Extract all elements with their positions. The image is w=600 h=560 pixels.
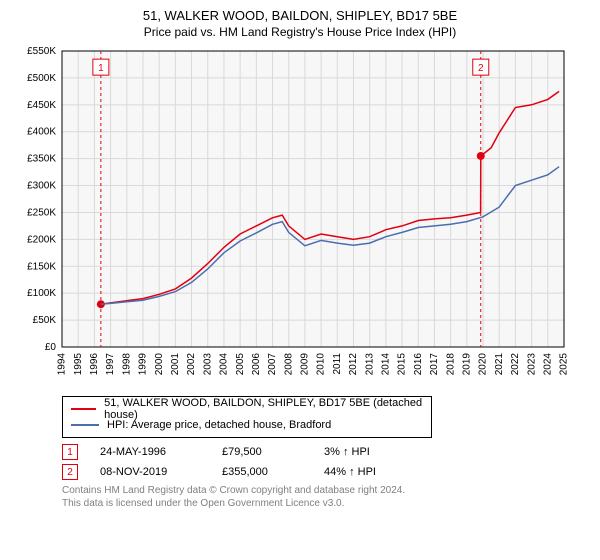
sale-row: 1 24-MAY-1996 £79,500 3% ↑ HPI (62, 444, 590, 460)
sales-table: 1 24-MAY-1996 £79,500 3% ↑ HPI 2 08-NOV-… (62, 444, 590, 480)
svg-text:2023: 2023 (526, 353, 537, 376)
svg-text:1996: 1996 (89, 353, 100, 376)
svg-text:2004: 2004 (219, 353, 230, 376)
svg-text:2013: 2013 (364, 353, 375, 376)
svg-text:2000: 2000 (154, 353, 165, 376)
svg-text:2024: 2024 (542, 353, 553, 376)
svg-text:£0: £0 (45, 342, 57, 353)
sale-badge: 2 (62, 464, 78, 480)
svg-text:£500K: £500K (27, 73, 56, 84)
svg-text:2: 2 (478, 63, 484, 74)
line-chart: £0 £50K £100K £150K £200K £250K £300K £350K £400… (10, 45, 570, 390)
footnote-line: This data is licensed under the Open Gov… (62, 497, 590, 510)
svg-text:2016: 2016 (413, 353, 424, 376)
svg-text:2005: 2005 (235, 353, 246, 376)
svg-text:1999: 1999 (138, 353, 149, 376)
svg-text:2001: 2001 (170, 353, 181, 376)
svg-text:2022: 2022 (510, 353, 521, 376)
sale-delta: 44% ↑ HPI (324, 466, 376, 478)
sale-row: 2 08-NOV-2019 £355,000 44% ↑ HPI (62, 464, 590, 480)
svg-text:2011: 2011 (332, 353, 343, 375)
svg-text:£50K: £50K (33, 315, 57, 326)
chart-subtitle: Price paid vs. HM Land Registry's House … (10, 25, 590, 39)
footnote-line: Contains HM Land Registry data © Crown c… (62, 484, 590, 497)
svg-text:2020: 2020 (478, 353, 489, 376)
sale-badge: 1 (62, 444, 78, 460)
svg-text:1997: 1997 (105, 353, 116, 376)
svg-text:£400K: £400K (27, 127, 56, 138)
svg-text:2002: 2002 (186, 353, 197, 376)
svg-text:1: 1 (98, 63, 104, 74)
svg-text:2018: 2018 (445, 353, 456, 376)
svg-text:2007: 2007 (267, 353, 278, 376)
legend-label: HPI: Average price, detached house, Brad… (107, 419, 331, 431)
legend-swatch (71, 424, 99, 426)
svg-text:2008: 2008 (283, 353, 294, 376)
sale-date: 24-MAY-1996 (100, 446, 200, 458)
svg-text:2014: 2014 (381, 353, 392, 376)
legend: 51, WALKER WOOD, BAILDON, SHIPLEY, BD17 … (62, 396, 432, 438)
sale-price: £79,500 (222, 446, 302, 458)
svg-text:2019: 2019 (461, 353, 472, 376)
svg-text:2012: 2012 (348, 353, 359, 376)
chart-title: 51, WALKER WOOD, BAILDON, SHIPLEY, BD17 … (10, 8, 590, 23)
svg-text:£100K: £100K (27, 288, 56, 299)
svg-text:2003: 2003 (202, 353, 213, 376)
legend-label: 51, WALKER WOOD, BAILDON, SHIPLEY, BD17 … (104, 397, 423, 421)
svg-text:1994: 1994 (57, 353, 68, 376)
sale-date: 08-NOV-2019 (100, 466, 200, 478)
svg-text:£550K: £550K (27, 46, 56, 57)
svg-text:2015: 2015 (397, 353, 408, 376)
svg-text:2010: 2010 (316, 353, 327, 376)
svg-text:£350K: £350K (27, 154, 56, 165)
svg-text:£250K: £250K (27, 207, 56, 218)
svg-text:2017: 2017 (429, 353, 440, 376)
svg-text:£200K: £200K (27, 234, 56, 245)
svg-text:2025: 2025 (559, 353, 570, 376)
legend-swatch (71, 408, 96, 410)
svg-text:1998: 1998 (121, 353, 132, 376)
svg-text:2021: 2021 (494, 353, 505, 376)
svg-text:£450K: £450K (27, 100, 56, 111)
chart-area: £0 £50K £100K £150K £200K £250K £300K £350K £400… (10, 45, 590, 390)
legend-item: 51, WALKER WOOD, BAILDON, SHIPLEY, BD17 … (71, 401, 423, 417)
sale-delta: 3% ↑ HPI (324, 446, 370, 458)
footnote: Contains HM Land Registry data © Crown c… (62, 484, 590, 510)
svg-text:1995: 1995 (73, 353, 84, 376)
svg-text:£300K: £300K (27, 181, 56, 192)
svg-text:2009: 2009 (300, 353, 311, 376)
sale-price: £355,000 (222, 466, 302, 478)
svg-text:2006: 2006 (251, 353, 262, 376)
svg-text:£150K: £150K (27, 261, 56, 272)
